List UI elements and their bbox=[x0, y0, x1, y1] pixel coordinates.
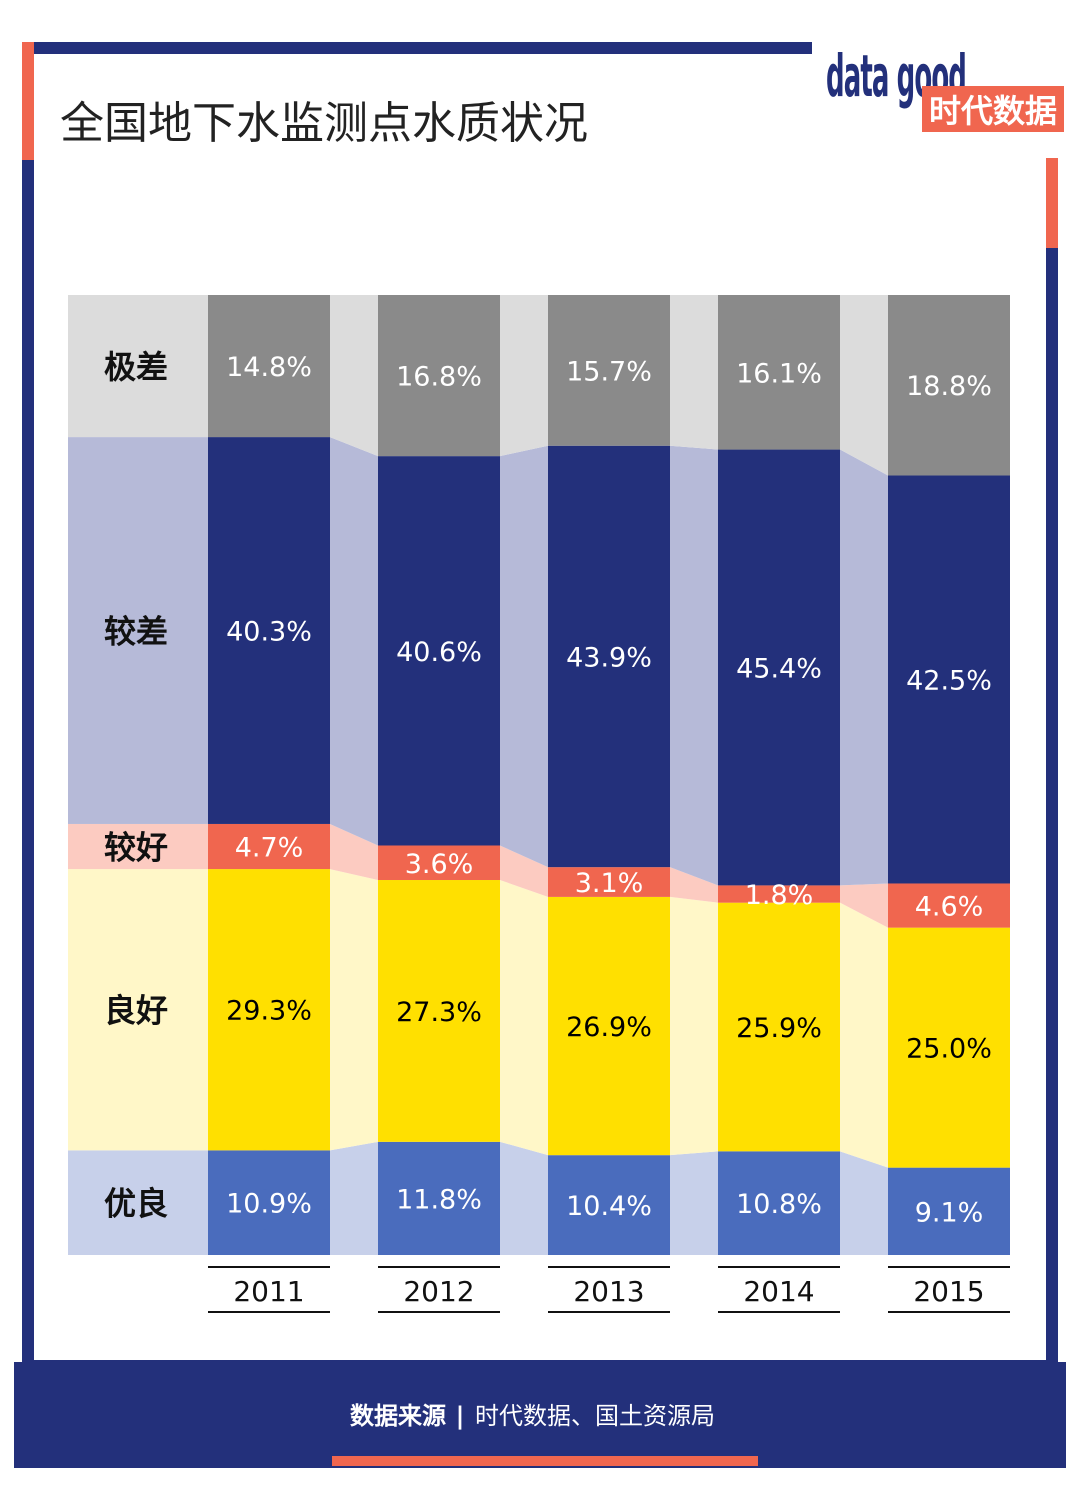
bar-fairly_good-2014 bbox=[718, 885, 840, 903]
band-poor-2014-2015 bbox=[840, 449, 888, 886]
bar-poor-2013 bbox=[548, 445, 670, 868]
x-tick-2014: 2014 bbox=[743, 1275, 814, 1308]
bar-poor-2014 bbox=[718, 449, 840, 886]
source-text: 时代数据、国土资源局 bbox=[475, 1402, 715, 1430]
band-very_poor-2014-2015 bbox=[840, 295, 888, 476]
row-label-good: 良好 bbox=[104, 992, 168, 1030]
data-label-poor-2014: 45.4% bbox=[736, 653, 822, 684]
bar-excellent-2012 bbox=[378, 1141, 500, 1255]
bar-good-2011 bbox=[208, 869, 330, 1151]
band-fairly_good-2014-2015 bbox=[840, 883, 888, 928]
data-label-excellent-2014: 10.8% bbox=[736, 1189, 822, 1220]
data-label-excellent-2011: 10.9% bbox=[226, 1189, 312, 1220]
band-very_poor-2013-2014 bbox=[670, 295, 718, 450]
row-label-very_poor: 极差 bbox=[104, 348, 168, 386]
bar-very_poor-2011 bbox=[208, 295, 330, 438]
x-tick-2013: 2013 bbox=[573, 1275, 644, 1308]
data-label-good-2012: 27.3% bbox=[396, 997, 482, 1028]
data-label-fairly_good-2013: 3.1% bbox=[575, 868, 644, 899]
bar-good-2013 bbox=[548, 896, 670, 1156]
logo: data good 时代数据 bbox=[812, 30, 1064, 158]
data-label-fairly_good-2015: 4.6% bbox=[915, 892, 984, 923]
frame-accent-left bbox=[22, 42, 34, 160]
data-label-very_poor-2011: 14.8% bbox=[226, 352, 312, 383]
chart-title: 全国地下水监测点水质状况 bbox=[60, 98, 588, 149]
bar-excellent-2011 bbox=[208, 1150, 330, 1255]
band-poor-2013-2014 bbox=[670, 445, 718, 886]
data-label-excellent-2012: 11.8% bbox=[396, 1184, 482, 1215]
data-label-very_poor-2014: 16.1% bbox=[736, 358, 822, 389]
band-excellent-2013-2014 bbox=[670, 1151, 718, 1255]
bar-good-2015 bbox=[888, 927, 1010, 1168]
data-label-very_poor-2015: 18.8% bbox=[906, 371, 992, 402]
bar-very_poor-2014 bbox=[718, 295, 840, 450]
footer-band bbox=[14, 1362, 1066, 1468]
band-excellent-2014-2015 bbox=[840, 1151, 888, 1255]
data-label-good-2011: 29.3% bbox=[226, 996, 312, 1027]
bar-excellent-2015 bbox=[888, 1167, 1010, 1255]
data-label-excellent-2013: 10.4% bbox=[566, 1191, 652, 1222]
bar-poor-2011 bbox=[208, 437, 330, 824]
band-poor-2012-2013 bbox=[500, 445, 548, 868]
bar-very_poor-2015 bbox=[888, 295, 1010, 476]
logo-brand: 时代数据 bbox=[929, 92, 1057, 130]
bar-poor-2015 bbox=[888, 475, 1010, 884]
data-label-fairly_good-2014: 1.8% bbox=[745, 880, 814, 911]
band-fairly_good-left bbox=[68, 823, 208, 870]
data-label-excellent-2015: 9.1% bbox=[915, 1197, 984, 1228]
bar-very_poor-2013 bbox=[548, 295, 670, 446]
band-very_poor-left bbox=[68, 295, 208, 438]
band-excellent-left bbox=[68, 1150, 208, 1255]
band-excellent-2012-2013 bbox=[500, 1141, 548, 1255]
band-very_poor-2011-2012 bbox=[330, 295, 378, 457]
bar-good-2012 bbox=[378, 880, 500, 1142]
footer-accent bbox=[332, 1456, 758, 1466]
bar-excellent-2013 bbox=[548, 1155, 670, 1255]
band-poor-left bbox=[68, 437, 208, 824]
data-label-fairly_good-2012: 3.6% bbox=[405, 849, 474, 880]
bar-poor-2012 bbox=[378, 456, 500, 846]
x-tick-2012: 2012 bbox=[403, 1275, 474, 1308]
data-label-good-2015: 25.0% bbox=[906, 1034, 992, 1065]
band-good-2014-2015 bbox=[840, 902, 888, 1168]
source-separator: | bbox=[456, 1402, 465, 1430]
band-good-2011-2012 bbox=[330, 869, 378, 1151]
row-label-excellent: 优良 bbox=[104, 1185, 168, 1223]
band-fairly_good-2011-2012 bbox=[330, 823, 378, 881]
data-label-good-2013: 26.9% bbox=[566, 1012, 652, 1043]
row-label-poor: 较差 bbox=[104, 613, 168, 651]
data-label-very_poor-2012: 16.8% bbox=[396, 362, 482, 393]
band-good-left bbox=[68, 869, 208, 1151]
band-very_poor-2012-2013 bbox=[500, 295, 548, 457]
data-label-poor-2013: 43.9% bbox=[566, 642, 652, 673]
data-label-poor-2012: 40.6% bbox=[396, 637, 482, 668]
bar-fairly_good-2011 bbox=[208, 823, 330, 870]
data-label-fairly_good-2011: 4.7% bbox=[235, 833, 304, 864]
x-tick-2015: 2015 bbox=[913, 1275, 984, 1308]
row-label-fairly_good: 较好 bbox=[104, 829, 168, 867]
band-poor-2011-2012 bbox=[330, 437, 378, 846]
bar-good-2014 bbox=[718, 902, 840, 1152]
x-tick-2011: 2011 bbox=[233, 1275, 304, 1308]
data-label-very_poor-2013: 15.7% bbox=[566, 356, 652, 387]
band-fairly_good-2012-2013 bbox=[500, 845, 548, 897]
bar-very_poor-2012 bbox=[378, 295, 500, 457]
band-good-2012-2013 bbox=[500, 880, 548, 1156]
logo-brand-box bbox=[922, 86, 1064, 132]
bar-excellent-2014 bbox=[718, 1151, 840, 1255]
source-label: 数据来源 bbox=[350, 1402, 446, 1430]
frame-accent-right bbox=[1046, 130, 1058, 248]
bar-fairly_good-2013 bbox=[548, 867, 670, 897]
bar-fairly_good-2015 bbox=[888, 883, 1010, 928]
data-label-good-2014: 25.9% bbox=[736, 1013, 822, 1044]
band-fairly_good-2013-2014 bbox=[670, 867, 718, 903]
bar-fairly_good-2012 bbox=[378, 845, 500, 881]
band-excellent-2011-2012 bbox=[330, 1141, 378, 1255]
band-good-2013-2014 bbox=[670, 896, 718, 1156]
data-label-poor-2015: 42.5% bbox=[906, 665, 992, 696]
data-label-poor-2011: 40.3% bbox=[226, 617, 312, 648]
